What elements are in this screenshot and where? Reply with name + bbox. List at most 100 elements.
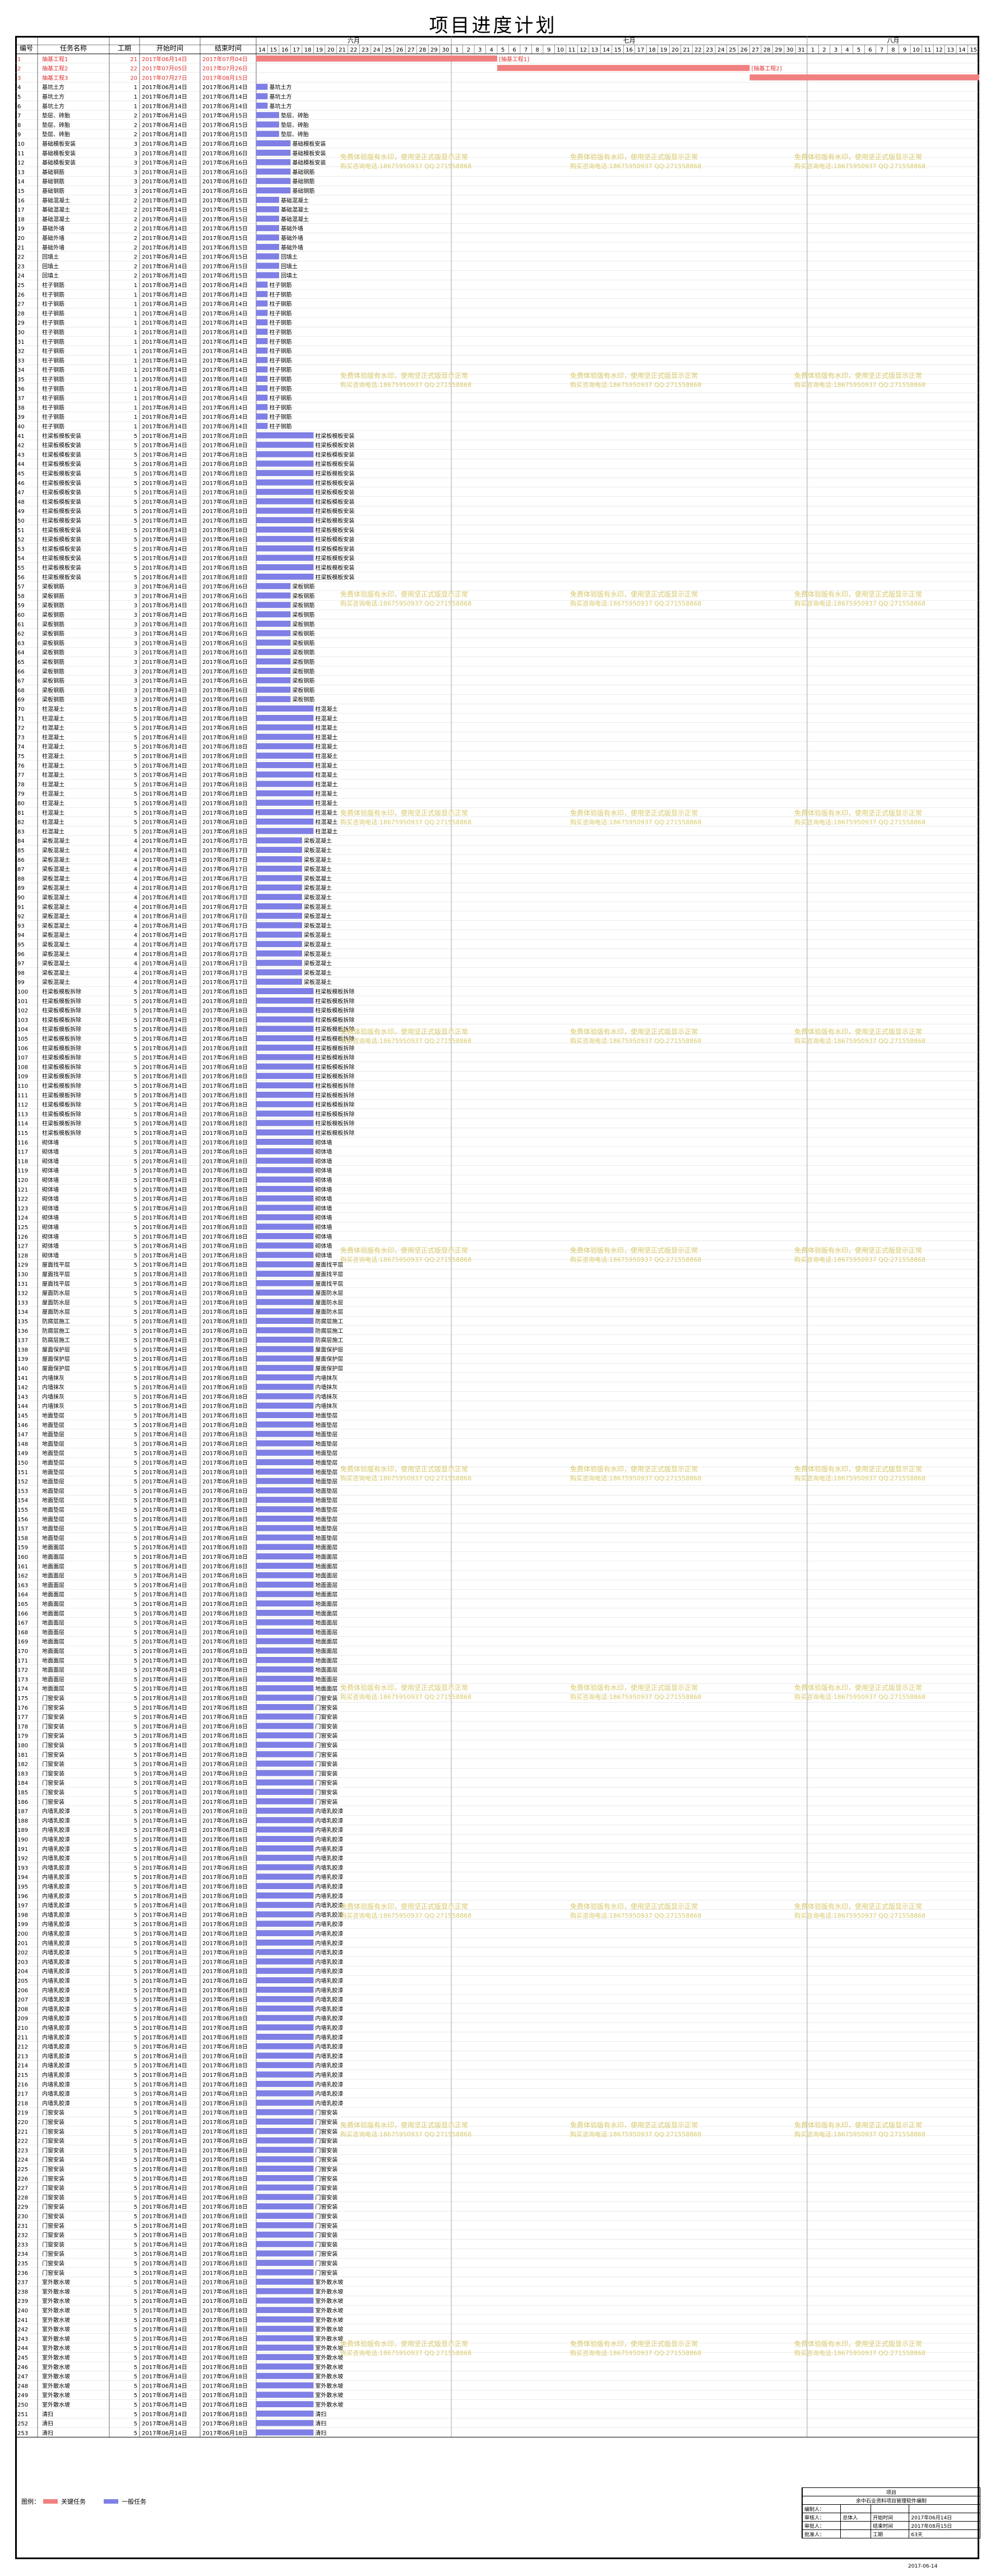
bar-label: 基础钢筋 [292, 178, 314, 185]
row-end: 2017年06月16日 [202, 168, 248, 176]
task-bar [256, 1007, 314, 1013]
task-bar [256, 1383, 314, 1390]
row-duration: 5 [134, 2421, 137, 2427]
row-name: 砌体墙 [42, 1224, 59, 1231]
task-bar [256, 2118, 314, 2125]
row-start: 2017年06月14日 [142, 1855, 187, 1862]
row-duration: 5 [134, 2346, 137, 2352]
row-id: 134 [17, 1309, 28, 1315]
row-id: 77 [17, 773, 25, 779]
bar-label: 地面垫层 [315, 1478, 337, 1485]
row-start: 2017年06月14日 [142, 1789, 187, 1796]
row-name: 屋面保护层 [42, 1365, 70, 1372]
row-duration: 5 [134, 1526, 137, 1532]
row-name: 梁板钢筋 [42, 668, 64, 675]
row-id: 155 [17, 1507, 28, 1513]
row-duration: 3 [134, 612, 137, 618]
bar-label: 地面面层 [315, 1657, 337, 1664]
bar-label: 门窗安装 [315, 2175, 337, 2182]
task-bar [256, 602, 291, 608]
row-duration: 5 [134, 471, 137, 477]
row-name: 室外散水坡 [42, 2401, 70, 2408]
row-name: 砌体墙 [42, 1148, 59, 1156]
row-id: 187 [17, 1809, 28, 1815]
bar-label: 门窗安装 [315, 1714, 337, 1721]
watermark-text: 购买咨询电话:18675950937 QQ:271558868 [794, 818, 925, 826]
row-duration: 2 [134, 132, 137, 138]
row-name: 砌体墙 [42, 1233, 59, 1240]
row-start: 2017年06月14日 [142, 1243, 187, 1250]
task-bar [256, 2184, 314, 2191]
row-start: 2017年06月14日 [142, 112, 187, 119]
row-id: 104 [17, 1027, 28, 1033]
row-name: 柱混凝土 [42, 705, 64, 713]
row-id: 113 [17, 1111, 28, 1118]
row-duration: 5 [134, 1074, 137, 1080]
row-name: 柱梁板模板拆除 [42, 1101, 81, 1109]
row-start: 2017年06月14日 [142, 131, 187, 138]
row-id: 211 [17, 2035, 28, 2041]
row-name: 柱梁板模板拆除 [42, 1073, 81, 1080]
row-id: 74 [17, 744, 25, 750]
row-end: 2017年06月16日 [202, 602, 248, 609]
row-name: 柱梁板模板拆除 [42, 1110, 81, 1118]
bar-label: 内墙乳胶漆 [315, 1902, 343, 1909]
row-id: 234 [17, 2251, 28, 2258]
row-duration: 1 [134, 330, 137, 336]
row-end: 2017年06月18日 [202, 2373, 248, 2380]
row-start: 2017年06月14日 [142, 1299, 187, 1306]
bar-label: 防腐层施工 [315, 1318, 343, 1325]
row-name: 地面面层 [42, 1647, 64, 1655]
row-name: 梁板混凝土 [42, 894, 70, 901]
task-bar [256, 1308, 314, 1315]
row-end: 2017年06月18日 [202, 2034, 248, 2041]
row-start: 2017年06月14日 [142, 1487, 187, 1494]
bar-label: 室外散水坡 [315, 2326, 343, 2333]
task-bar [256, 922, 302, 929]
row-start: 2017年06月14日 [142, 1290, 187, 1297]
row-name: 砌体墙 [42, 1139, 59, 1146]
row-id: 81 [17, 810, 25, 816]
row-id: 92 [17, 914, 25, 920]
row-id: 242 [17, 2327, 28, 2333]
task-bar [256, 1176, 314, 1183]
row-start: 2017年06月14日 [142, 319, 187, 326]
row-duration: 1 [134, 94, 137, 100]
row-name: 柱混凝土 [42, 753, 64, 760]
task-bar [256, 197, 279, 203]
row-id: 146 [17, 1423, 28, 1429]
bar-label: 屋面保护层 [315, 1365, 343, 1372]
row-start: 2017年06月14日 [142, 527, 187, 534]
row-end: 2017年06月18日 [202, 1704, 248, 1711]
row-start: 2017年06月14日 [142, 1195, 187, 1203]
bar-label: 地面面层 [315, 1563, 337, 1570]
row-name: 柱梁板模板安装 [42, 498, 81, 505]
row-duration: 2 [134, 122, 137, 128]
bar-label: 垫层、砖胎 [281, 112, 309, 119]
row-start: 2017年06月14日 [142, 2307, 187, 2314]
bar-label: 内墙乳胶漆 [315, 1949, 343, 1956]
day-label: 5 [857, 47, 860, 53]
row-id: 185 [17, 1790, 28, 1796]
row-start: 2017年06月14日 [142, 2250, 187, 2258]
row-name: 内墙乳胶漆 [42, 1864, 70, 1871]
row-duration: 5 [134, 1856, 137, 1862]
row-id: 91 [17, 904, 25, 911]
day-label: 18 [649, 47, 656, 53]
row-name: 门窗安装 [42, 1732, 64, 1739]
row-end: 2017年06月18日 [202, 809, 248, 816]
bar-label: 地面面层 [315, 1619, 337, 1627]
row-end: 2017年06月16日 [202, 686, 248, 694]
row-name: 内墙乳胶漆 [42, 2005, 70, 2012]
row-id: 21 [17, 245, 25, 251]
task-bar [256, 1949, 314, 1955]
row-id: 32 [17, 349, 25, 355]
row-name: 柱梁板模板安装 [42, 470, 81, 477]
row-duration: 5 [134, 1158, 137, 1165]
row-name: 门窗安装 [42, 2109, 64, 2116]
row-id: 140 [17, 1366, 28, 1372]
row-end: 2017年06月18日 [202, 1572, 248, 1580]
row-id: 143 [17, 1394, 28, 1400]
row-start: 2017年06月14日 [142, 2062, 187, 2069]
bar-label: 内墙乳胶漆 [315, 1826, 343, 1834]
